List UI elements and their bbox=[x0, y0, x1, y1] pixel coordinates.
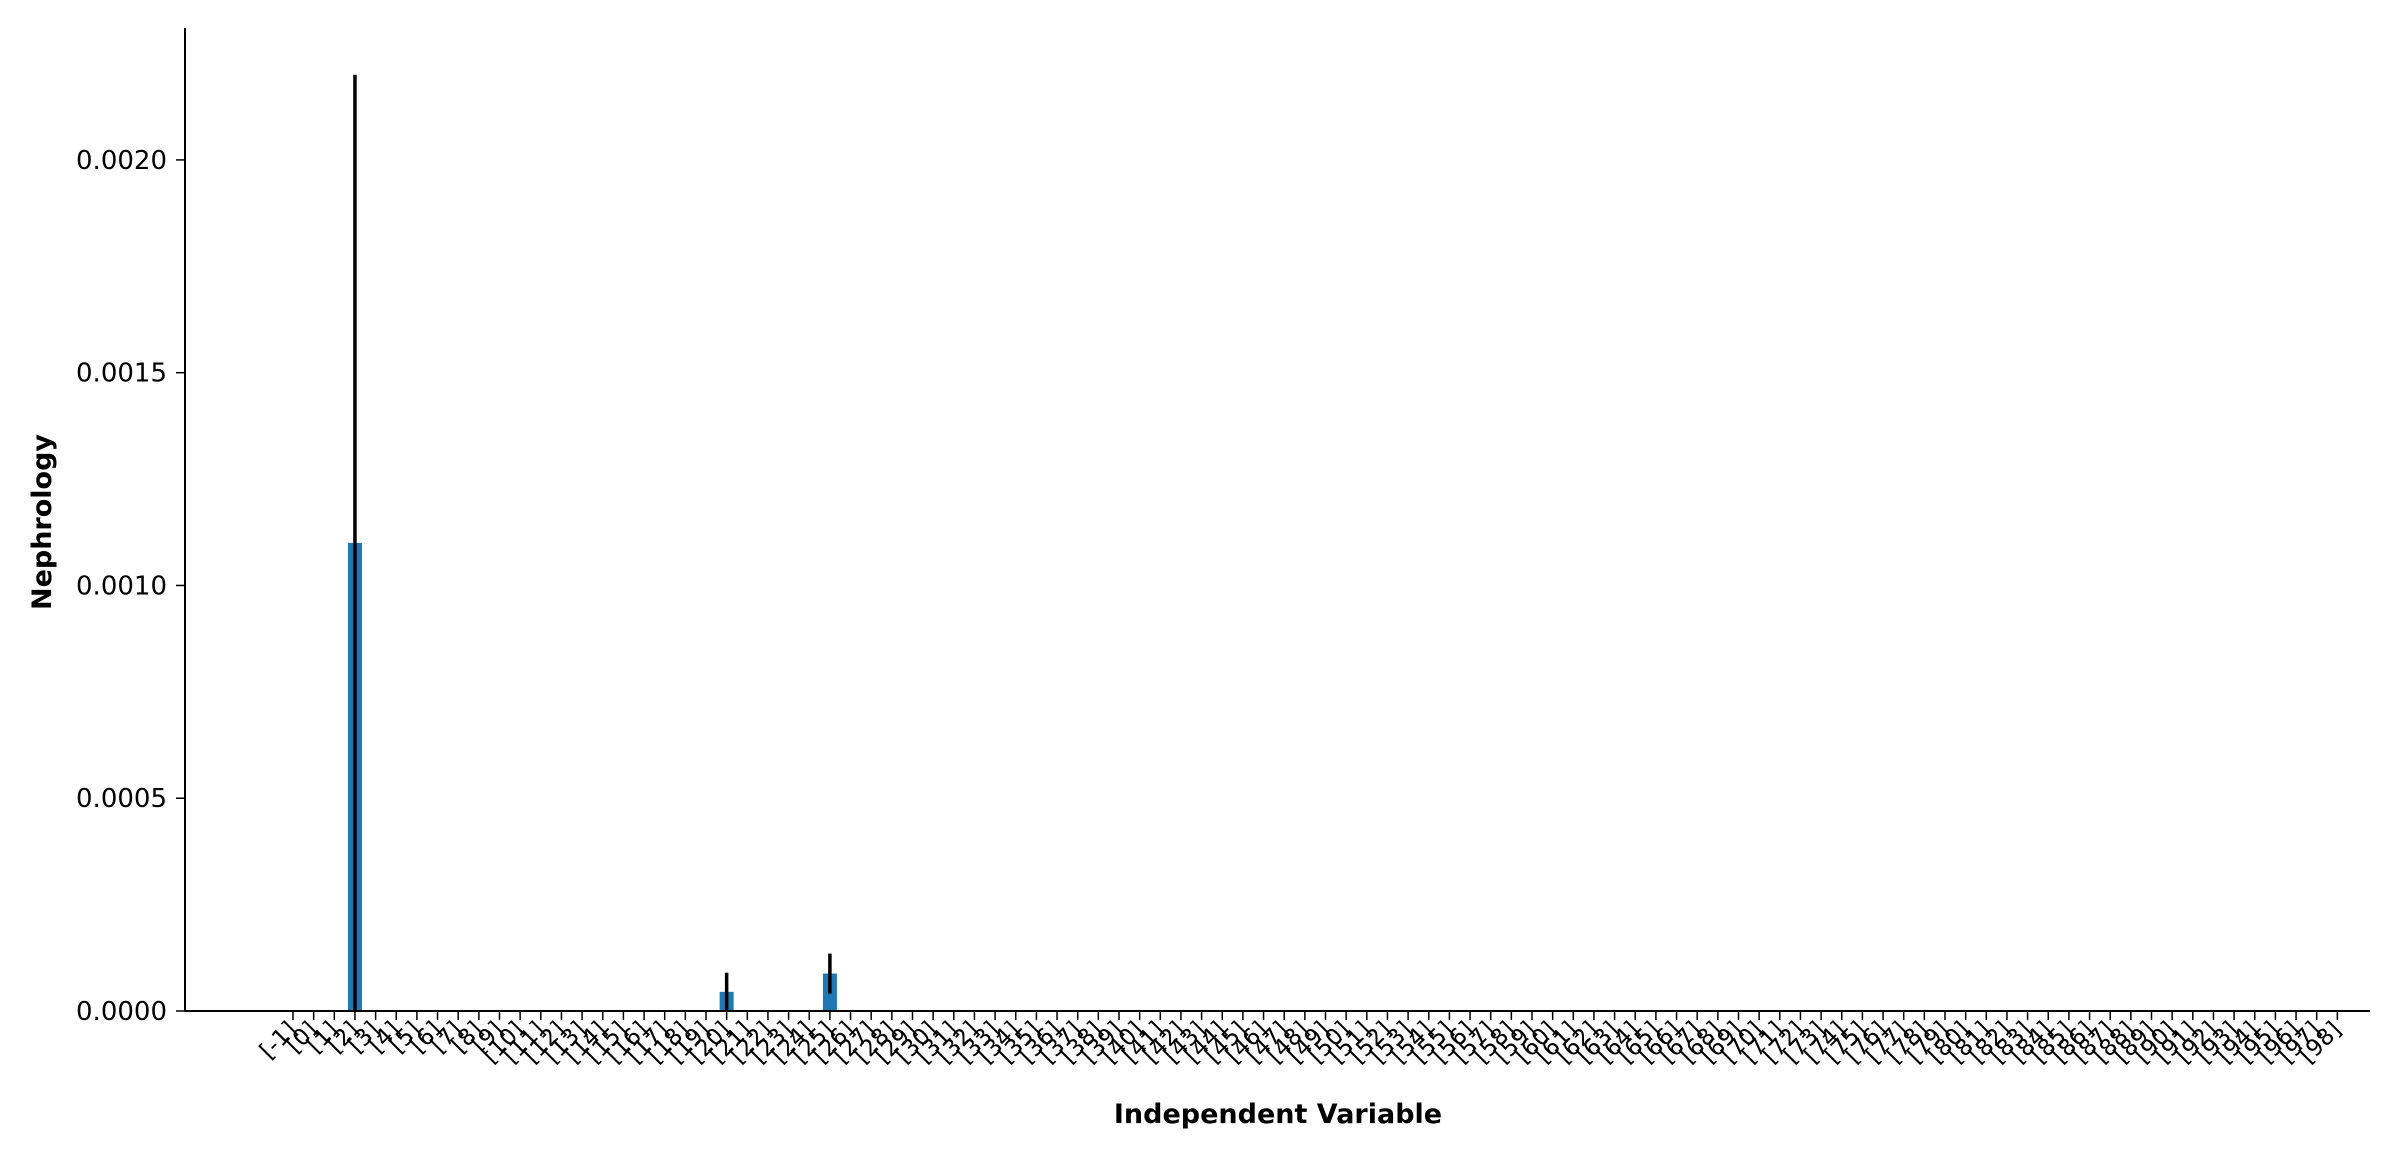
y-tick-label: 0.0015 bbox=[76, 359, 167, 389]
y-tick-label: 0.0000 bbox=[76, 997, 167, 1027]
y-axis-title: Nephrology bbox=[27, 434, 58, 610]
y-axis-ticks: 0.0000 0.0005 0.0010 0.0015 0.0020 bbox=[76, 146, 185, 1027]
y-tick-label: 0.0020 bbox=[76, 146, 167, 176]
y-tick-label: 0.0010 bbox=[76, 571, 167, 601]
x-axis-ticks: [-1][0][1][2][3][4][5][6][7][8][9][10][1… bbox=[255, 1011, 2347, 1069]
y-tick-label: 0.0005 bbox=[76, 784, 167, 814]
errorbars-layer bbox=[353, 74, 832, 1011]
x-axis-title: Independent Variable bbox=[1114, 1099, 1442, 1130]
bars-layer bbox=[347, 542, 837, 1011]
